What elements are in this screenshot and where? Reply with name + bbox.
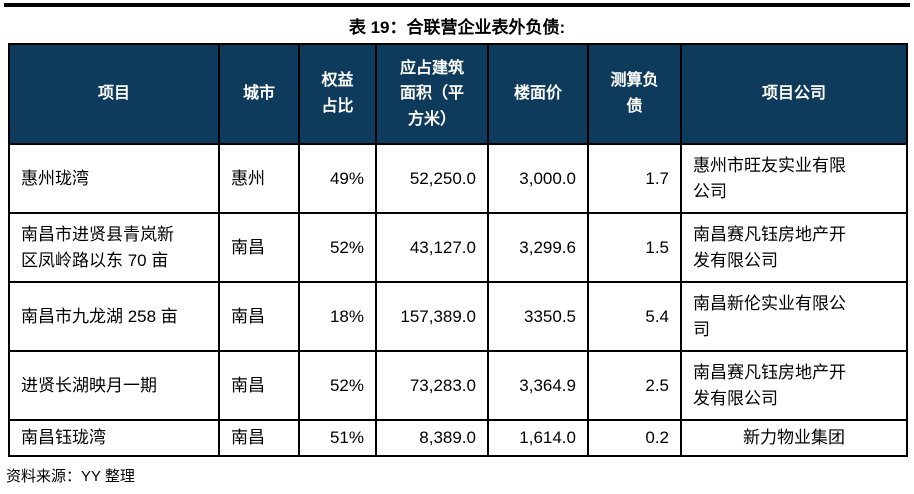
header-floor-price: 楼面价	[487, 43, 589, 145]
cell-estimated-debt: 1.5	[587, 212, 682, 283]
table-row: 惠州珑湾 惠州 49% 52,250.0 3,000.0 1.7 惠州市旺友实业…	[8, 143, 908, 214]
table-row: 南昌市进贤县青岚新 区凤岭路以东 70 亩 南昌 52% 43,127.0 3,…	[8, 212, 908, 283]
cell-project: 惠州珑湾	[8, 143, 220, 214]
header-city: 城市	[218, 43, 300, 145]
cell-company: 南昌新伦实业有限公 司	[680, 281, 908, 352]
cell-city: 南昌	[218, 212, 300, 283]
cell-city: 惠州	[218, 143, 300, 214]
cell-gfa: 52,250.0	[375, 143, 489, 214]
cell-gfa: 8,389.0	[375, 419, 489, 457]
cell-equity-ratio: 51%	[298, 419, 377, 457]
header-estimated-debt: 测算负 债	[587, 43, 682, 145]
cell-equity-ratio: 18%	[298, 281, 377, 352]
cell-estimated-debt: 2.5	[587, 350, 682, 421]
cell-city: 南昌	[218, 350, 300, 421]
cell-equity-ratio: 49%	[298, 143, 377, 214]
source-note: 资料来源：YY 整理	[6, 467, 135, 485]
cell-project: 进贤长湖映月一期	[8, 350, 220, 421]
cell-city: 南昌	[218, 281, 300, 352]
header-equity-ratio: 权益 占比	[298, 43, 377, 145]
header-project-company: 项目公司	[680, 43, 908, 145]
cell-floor-price: 3,299.6	[487, 212, 589, 283]
cell-company: 南昌赛凡钰房地产开 发有限公司	[680, 350, 908, 421]
liabilities-table: 项目 城市 权益 占比 应占建筑 面积（平 方米） 楼面价 测算负 债 项目公司…	[8, 43, 908, 457]
cell-floor-price: 3,000.0	[487, 143, 589, 214]
table-title: 表 19：合联营企业表外负债:	[348, 18, 566, 37]
cell-estimated-debt: 1.7	[587, 143, 682, 214]
cell-gfa: 73,283.0	[375, 350, 489, 421]
cell-equity-ratio: 52%	[298, 350, 377, 421]
table-row: 南昌钰珑湾 南昌 51% 8,389.0 1,614.0 0.2 新力物业集团	[8, 419, 908, 457]
cell-company: 南昌赛凡钰房地产开 发有限公司	[680, 212, 908, 283]
cell-gfa: 157,389.0	[375, 281, 489, 352]
cell-floor-price: 3,364.9	[487, 350, 589, 421]
cell-floor-price: 1,614.0	[487, 419, 589, 457]
cell-equity-ratio: 52%	[298, 212, 377, 283]
cell-estimated-debt: 0.2	[587, 419, 682, 457]
header-row: 项目 城市 权益 占比 应占建筑 面积（平 方米） 楼面价 测算负 债 项目公司	[8, 43, 908, 145]
header-gfa: 应占建筑 面积（平 方米）	[375, 43, 489, 145]
cell-project: 南昌钰珑湾	[8, 419, 220, 457]
cell-company: 惠州市旺友实业有限 公司	[680, 143, 908, 214]
cell-estimated-debt: 5.4	[587, 281, 682, 352]
cell-city: 南昌	[218, 419, 300, 457]
header-project: 项目	[8, 43, 220, 145]
cell-project: 南昌市进贤县青岚新 区凤岭路以东 70 亩	[8, 212, 220, 283]
cell-project: 南昌市九龙湖 258 亩	[8, 281, 220, 352]
cell-gfa: 43,127.0	[375, 212, 489, 283]
table-row: 进贤长湖映月一期 南昌 52% 73,283.0 3,364.9 2.5 南昌赛…	[8, 350, 908, 421]
cell-floor-price: 3350.5	[487, 281, 589, 352]
table-row: 南昌市九龙湖 258 亩 南昌 18% 157,389.0 3350.5 5.4…	[8, 281, 908, 352]
top-divider	[4, 3, 910, 7]
cell-company: 新力物业集团	[680, 419, 908, 457]
